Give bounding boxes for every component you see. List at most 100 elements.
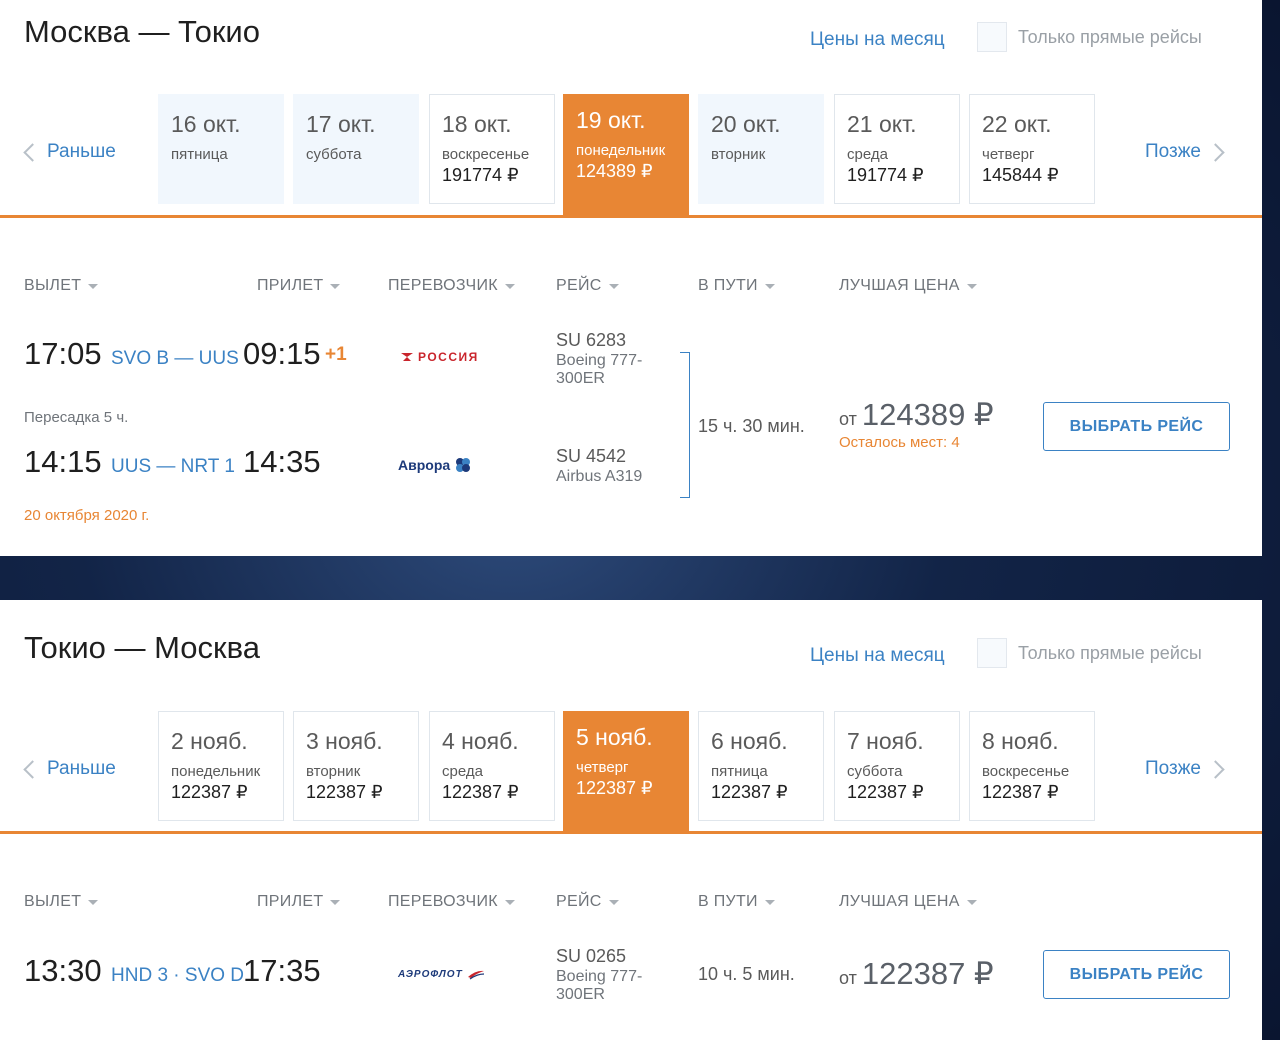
- aircraft-model: Boeing 777-300ER: [556, 352, 643, 387]
- select-flight-button[interactable]: ВЫБРАТЬ РЕЙС: [1043, 402, 1230, 451]
- date-card[interactable]: 17 окт. суббота: [293, 94, 419, 204]
- sort-flight[interactable]: РЕЙС: [556, 893, 619, 911]
- date-card-date: 16 окт.: [171, 111, 241, 137]
- flight-number: SU 6283: [556, 330, 627, 350]
- date-card[interactable]: 4 нояб. среда 122387 ₽: [429, 711, 555, 821]
- caret-down-icon: [504, 899, 515, 905]
- date-card-date: 21 окт.: [847, 111, 917, 137]
- date-card[interactable]: 3 нояб. вторник 122387 ₽: [293, 711, 419, 821]
- direct-only-checkbox[interactable]: [977, 22, 1007, 52]
- date-card-weekday: четверг: [576, 759, 629, 776]
- date-card[interactable]: 22 окт. четверг 145844 ₽: [969, 94, 1095, 204]
- date-card-price: 145844 ₽: [982, 165, 1059, 185]
- outbound-panel: Москва — Токио Цены на месяц Только прям…: [0, 14, 1262, 524]
- chevron-right-icon: [1206, 759, 1225, 779]
- sort-departure-label: ВЫЛЕТ: [24, 893, 82, 910]
- caret-down-icon: [504, 283, 515, 289]
- earlier-label: Раньше: [47, 141, 116, 162]
- sort-departure[interactable]: ВЫЛЕТ: [24, 277, 99, 295]
- date-card[interactable]: 7 нояб. суббота 122387 ₽: [834, 711, 960, 821]
- date-card-date: 3 нояб.: [306, 728, 383, 754]
- earlier-label: Раньше: [47, 758, 116, 779]
- total-duration: 10 ч. 5 мин.: [698, 964, 795, 984]
- flight-number: SU 0265: [556, 946, 627, 966]
- later-dates-button[interactable]: Позже: [1145, 758, 1225, 780]
- caret-down-icon: [88, 899, 99, 905]
- caret-down-icon: [330, 283, 341, 289]
- sort-best-price-label: ЛУЧШАЯ ЦЕНА: [839, 893, 960, 910]
- date-card-weekday: вторник: [306, 763, 361, 780]
- date-card-weekday: воскресенье: [442, 146, 530, 163]
- caret-down-icon: [330, 899, 341, 905]
- date-card-date: 4 нояб.: [442, 728, 519, 754]
- seats-left: Осталось мест: 4: [839, 434, 960, 451]
- route-airports: UUS — NRT 1: [111, 456, 235, 477]
- sort-arrival-label: ПРИЛЕТ: [257, 893, 324, 910]
- date-card-weekday: пятница: [711, 763, 768, 780]
- date-card-price: 122387 ₽: [171, 782, 248, 802]
- date-card[interactable]: 18 окт. воскресенье 191774 ₽: [429, 94, 555, 204]
- caret-down-icon: [966, 899, 977, 905]
- sort-best-price[interactable]: ЛУЧШАЯ ЦЕНА: [839, 277, 977, 295]
- best-price: от 122387 ₽: [839, 956, 994, 992]
- carrier-logo-aeroflot: АЭРОФЛОТ: [398, 968, 485, 980]
- select-flight-button[interactable]: ВЫБРАТЬ РЕЙС: [1043, 950, 1230, 999]
- date-card[interactable]: 6 нояб. пятница 122387 ₽: [698, 711, 824, 821]
- departure-time: 14:15: [24, 444, 102, 479]
- date-card-selected[interactable]: 19 окт. понедельник 124389 ₽: [563, 94, 689, 217]
- route-title: Токио — Москва: [24, 630, 260, 665]
- date-card[interactable]: 16 окт. пятница: [158, 94, 284, 204]
- date-card-price: 122387 ₽: [576, 778, 653, 798]
- carrier-name: Аврора: [398, 457, 451, 473]
- sort-flight-label: РЕЙС: [556, 277, 602, 294]
- caret-down-icon: [764, 283, 775, 289]
- date-card-selected[interactable]: 5 нояб. четверг 122387 ₽: [563, 711, 689, 834]
- sort-duration[interactable]: В ПУТИ: [698, 277, 775, 295]
- rossiya-wing-icon: [401, 353, 413, 361]
- aircraft-model: Boeing 777-300ER: [556, 968, 643, 1003]
- sort-flight[interactable]: РЕЙС: [556, 277, 619, 295]
- date-card-date: 8 нояб.: [982, 728, 1059, 754]
- later-dates-button[interactable]: Позже: [1145, 141, 1225, 163]
- caret-down-icon: [88, 283, 99, 289]
- earlier-dates-button[interactable]: Раньше: [23, 141, 116, 163]
- sort-departure[interactable]: ВЫЛЕТ: [24, 893, 99, 911]
- sort-arrival[interactable]: ПРИЛЕТ: [257, 277, 341, 295]
- sort-carrier-label: ПЕРЕВОЗЧИК: [388, 893, 498, 910]
- flight-number: SU 4542: [556, 446, 627, 466]
- date-card-price: 122387 ₽: [847, 782, 924, 802]
- arrival-time: 17:35: [243, 953, 321, 988]
- earlier-dates-button[interactable]: Раньше: [23, 758, 116, 780]
- direct-only-label: Только прямые рейсы: [1018, 27, 1202, 47]
- month-prices-link[interactable]: Цены на месяц: [810, 29, 945, 50]
- date-selector: 16 окт. пятница 17 окт. суббота 18 окт. …: [158, 94, 1098, 217]
- date-card[interactable]: 20 окт. вторник: [698, 94, 824, 204]
- later-label: Позже: [1145, 758, 1201, 779]
- later-label: Позже: [1145, 141, 1201, 162]
- date-card-date: 2 нояб.: [171, 728, 248, 754]
- direct-only-checkbox[interactable]: [977, 638, 1007, 668]
- sort-best-price[interactable]: ЛУЧШАЯ ЦЕНА: [839, 893, 977, 911]
- price-value: 122387 ₽: [861, 956, 994, 991]
- sort-duration[interactable]: В ПУТИ: [698, 893, 775, 911]
- arrival-time: 09:15: [243, 336, 321, 371]
- price-prefix: от: [839, 409, 857, 429]
- route-airports: HND 3 · SVO D: [111, 965, 245, 986]
- date-card[interactable]: 2 нояб. понедельник 122387 ₽: [158, 711, 284, 821]
- sort-carrier[interactable]: ПЕРЕВОЗЧИК: [388, 893, 515, 911]
- date-card-price: 191774 ₽: [442, 165, 519, 185]
- date-card-price: 191774 ₽: [847, 165, 924, 185]
- carrier-logo-rossiya: РОССИЯ: [400, 350, 479, 364]
- date-card[interactable]: 8 нояб. воскресенье 122387 ₽: [969, 711, 1095, 821]
- route-title: Москва — Токио: [24, 14, 260, 49]
- departure-time: 13:30: [24, 953, 102, 988]
- sort-carrier[interactable]: ПЕРЕВОЗЧИК: [388, 277, 515, 295]
- aeroflot-wing-icon: [467, 970, 484, 980]
- sort-arrival[interactable]: ПРИЛЕТ: [257, 893, 341, 911]
- arrival-time: 14:35: [243, 444, 321, 479]
- carrier-name: РОССИЯ: [418, 350, 479, 364]
- date-card-price: 122387 ₽: [982, 782, 1059, 802]
- month-prices-link[interactable]: Цены на месяц: [810, 645, 945, 666]
- date-card[interactable]: 21 окт. среда 191774 ₽: [834, 94, 960, 204]
- date-card-price: 122387 ₽: [442, 782, 519, 802]
